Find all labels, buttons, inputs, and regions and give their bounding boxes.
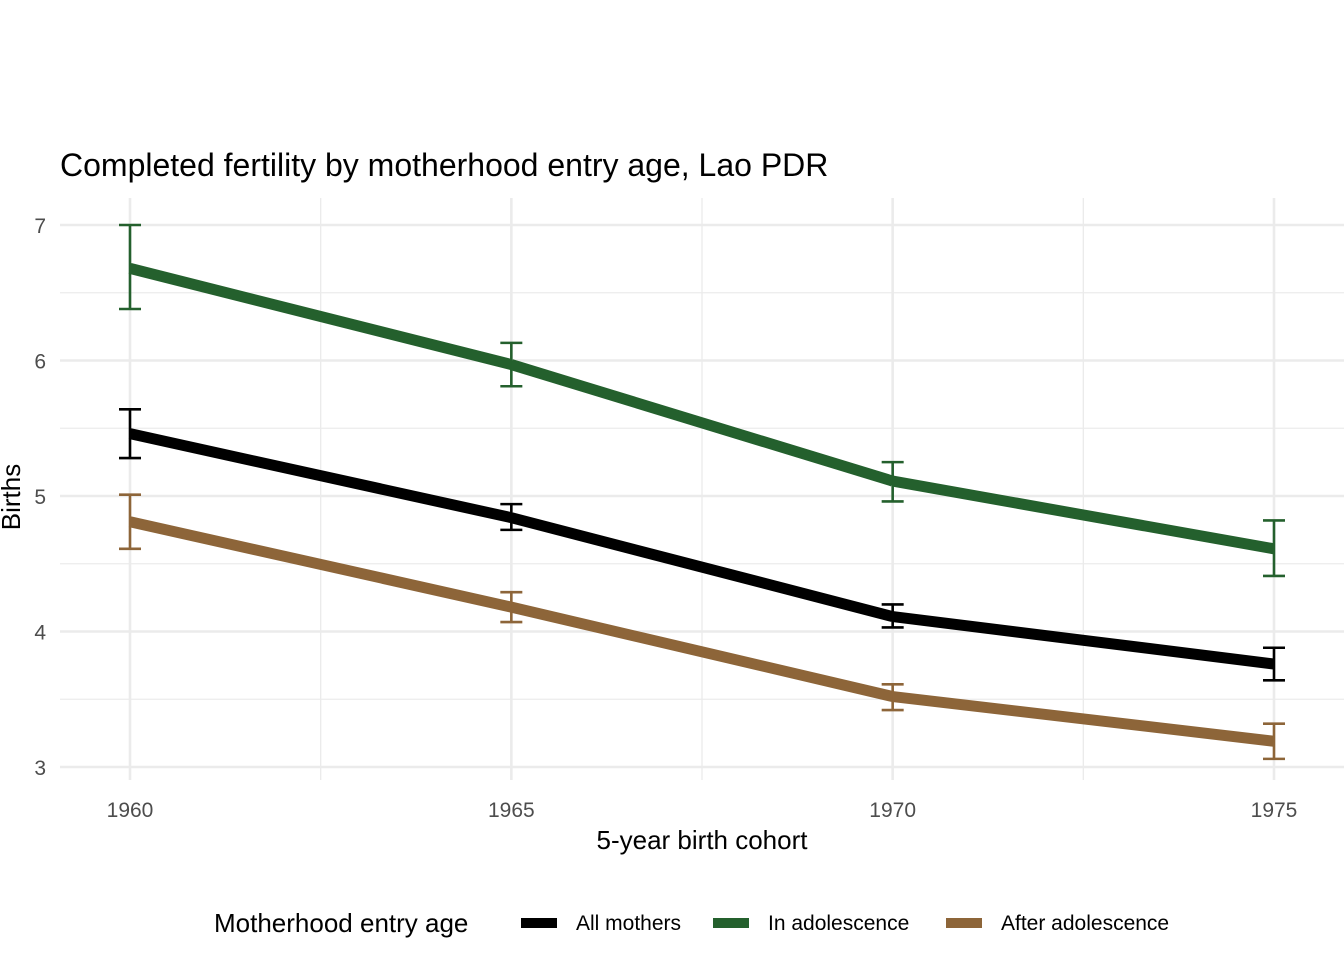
legend-label: After adolescence	[1001, 912, 1169, 935]
line-segment	[509, 512, 895, 622]
grid	[60, 198, 1344, 780]
series-in-adolescence	[119, 223, 1285, 578]
legend-key	[713, 918, 749, 928]
y-axis-ticks: 3 4 5 6 7	[34, 215, 46, 780]
series-after-adolescence	[119, 493, 1285, 761]
x-tick-label: 1960	[107, 799, 154, 822]
y-tick-label: 7	[34, 215, 46, 238]
y-tick-label: 3	[34, 757, 46, 780]
x-axis-title: 5-year birth cohort	[597, 825, 809, 855]
x-tick-label: 1975	[1251, 799, 1298, 822]
legend-key	[946, 918, 982, 928]
chart-title: Completed fertility by motherhood entry …	[60, 147, 828, 183]
legend-title: Motherhood entry age	[214, 908, 468, 938]
legend-label: All mothers	[576, 912, 681, 935]
line-segment	[509, 359, 895, 487]
legend: Motherhood entry age All mothers In adole…	[214, 908, 1169, 938]
line-segment	[510, 601, 894, 702]
line-segment	[892, 691, 1275, 747]
line-segment	[128, 428, 513, 524]
line-segment	[128, 516, 513, 613]
y-tick-label: 5	[34, 486, 46, 509]
x-tick-label: 1970	[869, 799, 916, 822]
line-segment	[128, 263, 513, 370]
y-axis-title: Births	[0, 464, 26, 530]
series-all-mothers	[119, 407, 1285, 682]
x-axis-ticks: 1960 1965 1970 1975	[107, 799, 1298, 822]
legend-key	[521, 918, 557, 928]
y-tick-label: 6	[34, 351, 46, 374]
x-tick-label: 1965	[488, 799, 535, 822]
legend-label: In adolescence	[768, 912, 909, 935]
y-tick-label: 4	[34, 622, 46, 645]
line-segment	[891, 611, 1275, 670]
series-layer	[119, 223, 1285, 761]
line-segment	[891, 475, 1275, 555]
